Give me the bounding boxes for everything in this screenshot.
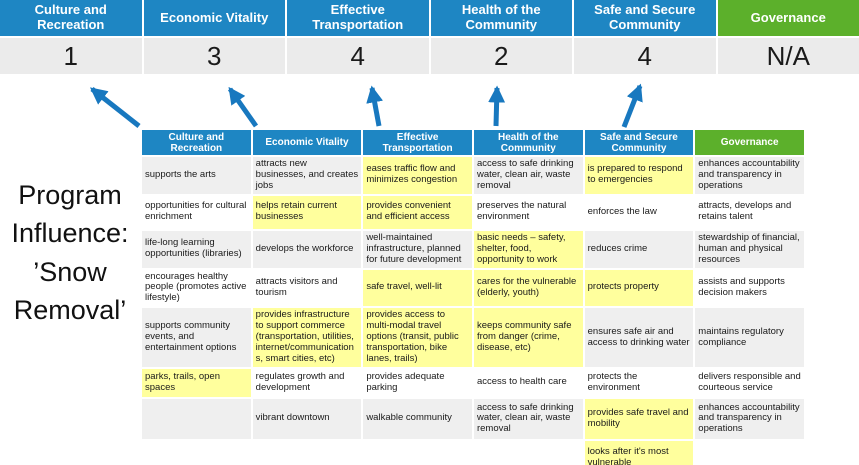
matrix-column-header: Effective Transportation: [361, 128, 474, 157]
matrix-cell: develops the workforce: [250, 228, 364, 270]
matrix-cell: [471, 438, 585, 465]
matrix-column-header: Governance: [693, 128, 806, 157]
matrix-cell: life-long learning opportunities (librar…: [140, 228, 253, 270]
scoreboard-header-effective-transportation: Effective Transportation: [287, 0, 429, 36]
matrix-row: supports community events, and entertain…: [140, 306, 806, 369]
matrix-row: opportunities for cultural enrichment hel…: [140, 193, 806, 231]
matrix-column-header: Safe and Secure Community: [582, 128, 696, 157]
matrix-body: supports the arts attracts new businesses…: [140, 155, 806, 465]
matrix-cell: access to health care: [471, 366, 585, 399]
matrix-cell: ensures safe air and access to drinking …: [582, 306, 696, 369]
matrix-cell-highlighted: provides access to multi-modal travel op…: [361, 306, 474, 369]
matrix-cell: preserves the natural environment: [471, 193, 585, 231]
matrix-cell: reduces crime: [582, 228, 696, 270]
matrix-cell: opportunities for cultural enrichment: [140, 193, 253, 231]
score-health-of-the-community: 2: [430, 38, 572, 74]
score-economic-vitality: 3: [143, 38, 285, 74]
scoreboard-header-safe-and-secure-community: Safe and Secure Community: [574, 0, 716, 36]
matrix-cell: supports the arts: [140, 155, 253, 196]
matrix-cell: [250, 438, 364, 465]
matrix-cell: well-maintained infrastructure, planned …: [361, 228, 474, 270]
matrix-column-header: Culture and Recreation: [140, 128, 253, 157]
matrix-cell-highlighted: protects property: [582, 267, 696, 309]
matrix-row: looks after it's most vulnerable: [140, 438, 806, 465]
scoreboard-header-economic-vitality: Economic Vitality: [143, 0, 285, 36]
matrix-cell-highlighted: basic needs – safety, shelter, food, opp…: [471, 228, 585, 270]
matrix-cell: provides adequate parking: [361, 366, 474, 399]
matrix-cell: enhances accountability and transparency…: [693, 396, 806, 441]
matrix-cell: enforces the law: [582, 193, 696, 231]
score-effective-transportation: 4: [287, 38, 429, 74]
matrix-cell: delivers responsible and courteous servi…: [693, 366, 806, 399]
matrix-cell: walkable community: [361, 396, 474, 441]
matrix-cell-highlighted: provides infrastructure to support comme…: [250, 306, 364, 369]
scoreboard-header-governance: Governance: [717, 0, 859, 36]
matrix-cell: encourages healthy people (promotes acti…: [140, 267, 253, 309]
matrix-cell: supports community events, and entertain…: [140, 306, 253, 369]
matrix-cell: vibrant downtown: [250, 396, 364, 441]
program-influence-title: Program Influence: ’Snow Removal’: [11, 180, 129, 325]
matrix-cell: attracts, develops and retains talent: [693, 193, 806, 231]
matrix-cell: attracts visitors and tourism: [250, 267, 364, 309]
matrix-cell: access to safe drinking water, clean air…: [471, 155, 585, 196]
influence-matrix-table: Culture and Recreation Economic Vitality E…: [140, 128, 806, 465]
matrix-cell-highlighted: helps retain current businesses: [250, 193, 364, 231]
scoreboard: Culture and Recreation Economic Vitality…: [0, 0, 859, 74]
matrix-cell-highlighted: looks after it's most vulnerable: [582, 438, 696, 465]
scoreboard-header-health-of-the-community: Health of the Community: [430, 0, 572, 36]
arrow-icon: [366, 85, 383, 127]
matrix-cell: protects the environment: [582, 366, 696, 399]
arrow-icon: [89, 87, 141, 128]
matrix-row: life-long learning opportunities (librar…: [140, 228, 806, 270]
score-culture-and-recreation: 1: [0, 38, 142, 74]
matrix-cell: [693, 438, 806, 465]
arrow-icon: [621, 83, 643, 128]
matrix-cell: stewardship of financial, human and phys…: [693, 228, 806, 270]
arrow-icon: [227, 86, 259, 128]
scoreboard-header-culture-and-recreation: Culture and Recreation: [0, 0, 142, 36]
matrix-cell-highlighted: parks, trails, open spaces: [140, 366, 253, 399]
matrix-cell-highlighted: cares for the vulnerable (elderly, youth…: [471, 267, 585, 309]
matrix-cell: assists and supports decision makers: [693, 267, 806, 309]
score-safe-and-secure-community: 4: [574, 38, 716, 74]
matrix-column-header: Health of the Community: [471, 128, 585, 157]
matrix-cell: regulates growth and development: [250, 366, 364, 399]
matrix-cell-highlighted: keeps community safe from danger (crime,…: [471, 306, 585, 369]
matrix-row: parks, trails, open spaces regulates grow…: [140, 366, 806, 399]
matrix-cell: [140, 396, 253, 441]
matrix-cell-highlighted: eases traffic flow and minimizes congest…: [361, 155, 474, 196]
matrix-cell-highlighted: is prepared to respond to emergencies: [582, 155, 696, 196]
matrix-column-header: Economic Vitality: [250, 128, 364, 157]
matrix-cell: [140, 438, 253, 465]
matrix-cell-highlighted: provides safe travel and mobility: [582, 396, 696, 441]
matrix-row: supports the arts attracts new businesses…: [140, 155, 806, 196]
matrix-cell-highlighted: provides convenient and efficient access: [361, 193, 474, 231]
matrix-cell-highlighted: safe travel, well-lit: [361, 267, 474, 309]
score-governance: N/A: [717, 38, 859, 74]
matrix-header-row: Culture and Recreation Economic Vitality E…: [140, 128, 806, 157]
influence-arrows: [89, 83, 643, 128]
matrix-cell: enhances accountability and transparency…: [693, 155, 806, 196]
matrix-cell: attracts new businesses, and creates job…: [250, 155, 364, 196]
matrix-row: vibrant downtown walkable community access…: [140, 396, 806, 441]
matrix-cell: maintains regulatory compliance: [693, 306, 806, 369]
matrix-cell: [361, 438, 474, 465]
arrow-icon: [488, 85, 506, 127]
matrix-cell: access to safe drinking water, clean air…: [471, 396, 585, 441]
matrix-row: encourages healthy people (promotes acti…: [140, 267, 806, 309]
